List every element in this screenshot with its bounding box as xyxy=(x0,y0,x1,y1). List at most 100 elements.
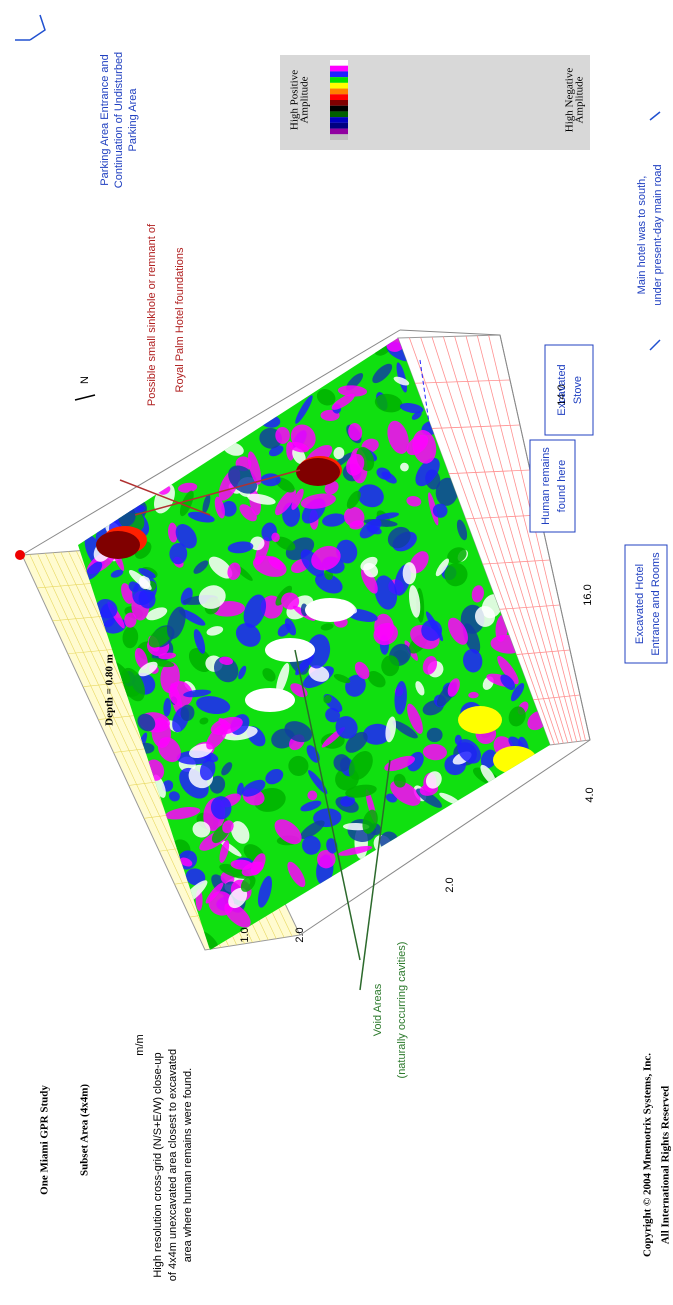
amplitude-blob xyxy=(235,623,261,647)
amplitude-blob xyxy=(230,821,250,844)
amplitude-blob xyxy=(243,594,267,628)
tick-label: 16.0 xyxy=(582,584,594,605)
amplitude-blob xyxy=(346,490,361,509)
amplitude-blob xyxy=(228,465,258,494)
amplitude-blob xyxy=(333,673,351,684)
annotation: Royal Palm Hotel foundations xyxy=(174,247,186,392)
amplitude-blob xyxy=(192,821,211,838)
amplitude-blob xyxy=(363,723,391,745)
amplitude-blob xyxy=(400,462,409,472)
annotation: Main hotel was to south, xyxy=(636,176,648,295)
legend-swatch xyxy=(330,111,348,118)
amplitude-blob xyxy=(302,835,321,855)
amplitude-blob xyxy=(308,665,330,682)
grid-line xyxy=(408,337,555,745)
amplitude-blob xyxy=(308,770,328,795)
amplitude-blob xyxy=(384,755,415,772)
amplitude-blob xyxy=(435,477,459,506)
amplitude-blob xyxy=(406,495,422,507)
annotation: Parking Area xyxy=(127,88,139,152)
annotation: (naturally occurring cavities) xyxy=(396,942,408,1079)
amplitude-blob xyxy=(381,655,400,677)
amplitude-blob xyxy=(372,363,393,384)
amplitude-blob xyxy=(236,782,244,797)
amplitude-blob xyxy=(456,519,468,541)
amplitude-blob xyxy=(138,589,156,609)
box-edge xyxy=(21,329,401,556)
amplitude-blob xyxy=(333,754,351,772)
amplitude-blob xyxy=(305,598,355,622)
amplitude-blob xyxy=(393,773,406,788)
amplitude-blob xyxy=(468,691,479,699)
amplitude-blob xyxy=(316,389,336,406)
amplitude-blob xyxy=(169,542,188,565)
amplitude-blob xyxy=(247,493,276,505)
amplitude-blob xyxy=(340,795,355,807)
amplitude-blob xyxy=(138,661,158,677)
amplitude-blob xyxy=(295,395,313,424)
amplitude-blob xyxy=(315,573,343,594)
amplitude-blob xyxy=(360,567,378,594)
amplitude-blob xyxy=(287,861,306,888)
amplitude-blob xyxy=(359,519,382,539)
amplitude-blob xyxy=(363,562,379,578)
amplitude-blob xyxy=(336,539,358,564)
amplitude-blob xyxy=(95,599,118,619)
legend-box xyxy=(280,55,590,150)
amplitude-blob xyxy=(415,681,425,696)
amplitude-blob xyxy=(198,585,226,609)
amplitude-blob xyxy=(110,569,124,578)
amplitude-blob xyxy=(183,689,212,698)
annotation: under present-day main road xyxy=(652,164,664,305)
amplitude-blob xyxy=(214,496,225,519)
amplitude-blob xyxy=(221,500,237,517)
amplitude-blob xyxy=(474,605,496,627)
arrow xyxy=(134,469,301,516)
amplitude-blob xyxy=(163,698,172,717)
label-box xyxy=(544,344,594,436)
amplitude-blob xyxy=(346,453,365,476)
amplitude-blob xyxy=(164,806,201,820)
amplitude-blob xyxy=(275,426,290,444)
amplitude-blob xyxy=(265,638,315,662)
amplitude-blob xyxy=(180,704,195,721)
title: One Miami GPR Study xyxy=(39,1085,51,1195)
grid-line xyxy=(414,379,511,384)
amplitude-blob xyxy=(480,764,496,785)
amplitude-blob xyxy=(124,612,137,628)
amplitude-blob xyxy=(146,658,175,668)
amplitude-blob xyxy=(265,769,284,785)
amplitude-blob xyxy=(96,531,140,559)
amplitude-blob xyxy=(168,791,180,802)
amplitude-blob xyxy=(134,647,148,670)
amplitude-blob xyxy=(175,524,197,549)
amplitude-blob xyxy=(426,727,443,743)
amplitude-blob xyxy=(421,619,443,641)
amplitude-blob xyxy=(317,849,336,869)
annotation: Parking Area Entrance and xyxy=(99,54,111,185)
amplitude-blob xyxy=(121,667,145,702)
amplitude-blob xyxy=(444,563,468,587)
legend-swatch xyxy=(330,100,348,106)
amplitude-blob xyxy=(239,504,257,522)
amplitude-blob xyxy=(219,840,230,863)
amplitude-blob xyxy=(348,750,373,780)
amplitude-blob xyxy=(399,403,424,414)
amplitude-blob xyxy=(296,458,340,486)
amplitude-blob xyxy=(208,891,235,916)
grid-line xyxy=(516,649,571,655)
annotation: found here xyxy=(556,460,568,513)
amplitude-blob xyxy=(247,451,262,485)
amplitude-blob xyxy=(284,721,313,743)
amplitude-blob xyxy=(179,857,193,867)
amplitude-blob xyxy=(300,493,336,509)
amplitude-blob xyxy=(374,393,403,413)
grid-line xyxy=(465,514,541,520)
grid-line xyxy=(431,424,521,429)
amplitude-blob xyxy=(480,749,497,769)
amplitude-blob xyxy=(128,570,152,590)
amplitude-blob xyxy=(157,737,181,763)
amplitude-blob xyxy=(146,607,168,621)
legend-swatch xyxy=(330,65,348,72)
amplitude-blob xyxy=(331,393,355,410)
